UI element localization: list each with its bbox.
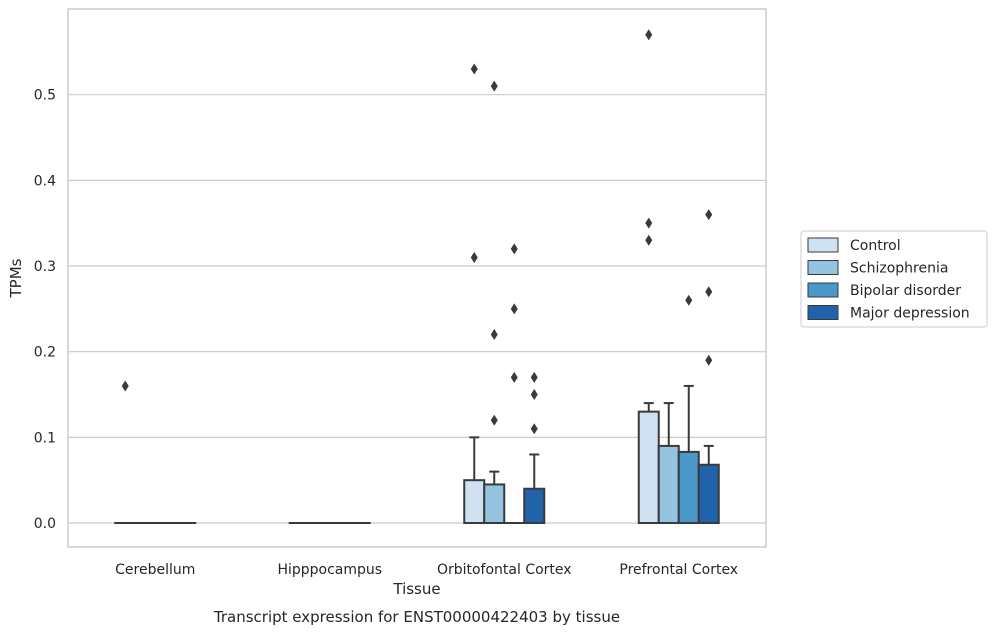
x-axis-label: Tissue xyxy=(392,580,440,598)
bar xyxy=(463,479,486,525)
chart-caption: Transcript expression for ENST0000042240… xyxy=(213,608,620,626)
outlier-point xyxy=(645,234,653,246)
outlier-point xyxy=(510,243,518,255)
outlier-point xyxy=(645,29,653,41)
plot-frame xyxy=(67,8,767,548)
outlier-point xyxy=(490,414,498,426)
bars xyxy=(114,410,720,525)
outlier-point xyxy=(705,354,713,366)
legend-label: Schizophrenia xyxy=(850,261,948,277)
x-tick-labels: Cerebellum Hipppocampus Orbitofontal Corte… xyxy=(115,562,738,578)
legend-label: Major depression xyxy=(850,306,970,322)
legend-swatch xyxy=(807,282,839,298)
outlier-point xyxy=(530,423,538,435)
x-tick-label: Hipppocampus xyxy=(277,562,382,578)
legend-label: Control xyxy=(850,238,901,254)
outlier-point xyxy=(510,371,518,383)
legend-label: Bipolar disorder xyxy=(850,283,961,299)
outlier-point xyxy=(470,63,478,75)
y-tick-label: 0.3 xyxy=(34,259,56,275)
outlier-point xyxy=(470,251,478,263)
x-tick-label: Prefrontal Cortex xyxy=(619,562,738,578)
outlier-point xyxy=(530,371,538,383)
y-tick-labels: 0.0 0.1 0.2 0.3 0.4 0.5 xyxy=(34,88,56,532)
outlier-point xyxy=(490,329,498,341)
error-bars xyxy=(469,384,714,489)
y-tick-label: 0.5 xyxy=(34,88,56,104)
y-tick-label: 0.1 xyxy=(34,430,56,446)
y-tick-label: 0.2 xyxy=(34,345,56,361)
bar xyxy=(483,483,506,525)
legend-swatch xyxy=(807,237,839,253)
outlier-point xyxy=(530,389,538,401)
legend-swatch xyxy=(807,260,839,275)
bar xyxy=(637,410,660,525)
outlier-point xyxy=(510,303,518,315)
outlier-point xyxy=(705,286,713,298)
legend-swatch xyxy=(807,305,839,320)
bar xyxy=(523,487,546,525)
outlier-point xyxy=(490,80,498,92)
bar xyxy=(697,463,720,525)
x-tick-label: Cerebellum xyxy=(115,562,195,578)
x-tick-label: Orbitofontal Cortex xyxy=(437,562,572,578)
legend: Control Schizophrenia Bipolar disorder Majo… xyxy=(800,230,988,328)
outlier-point xyxy=(645,217,653,229)
outlier-point xyxy=(121,380,129,392)
outlier-point xyxy=(705,209,713,221)
y-tick-label: 0.4 xyxy=(34,173,56,189)
outlier-points xyxy=(121,29,713,435)
outlier-point xyxy=(685,294,693,306)
bar xyxy=(657,444,680,525)
y-axis-label: TPMs xyxy=(7,258,25,298)
bar xyxy=(677,450,700,525)
y-tick-label: 0.0 xyxy=(34,516,56,532)
legend-frame xyxy=(800,230,988,328)
